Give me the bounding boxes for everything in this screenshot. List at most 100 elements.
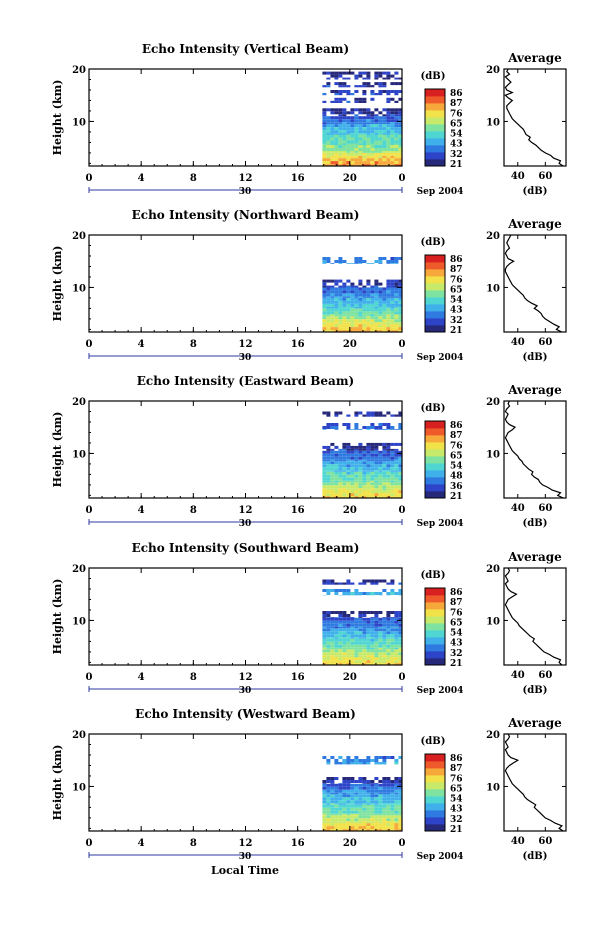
heatmap-cell <box>322 290 327 294</box>
heatmap-cell <box>382 130 387 134</box>
beam-panel-4: Echo Intensity (Westward Beam)2010Height… <box>51 707 567 877</box>
heatmap-cell <box>350 474 355 478</box>
heatmap-cell <box>370 461 375 465</box>
heatmap-cell <box>338 319 343 323</box>
heatmap-cell <box>390 626 395 629</box>
average-y-tick-label: 20 <box>486 730 500 741</box>
heatmap-cell <box>390 111 395 115</box>
heatmap-cell <box>362 638 367 642</box>
heatmap-cell <box>326 634 331 638</box>
heatmap-cell <box>346 287 351 291</box>
heatmap-cell <box>398 442 402 446</box>
heatmap-cell <box>374 617 379 621</box>
heatmap-cell <box>338 756 343 759</box>
heatmap-cell <box>378 800 383 804</box>
heatmap-cell <box>346 794 351 798</box>
heatmap-cell <box>326 471 331 475</box>
heatmap-cell <box>330 810 335 814</box>
heatmap-cell <box>394 161 399 165</box>
heatmap-cell <box>362 623 367 627</box>
heatmap-cell <box>334 450 339 454</box>
heatmap-cell <box>346 638 351 642</box>
heatmap-cell <box>334 810 339 814</box>
heatmap-cell <box>322 116 327 120</box>
heatmap-cell <box>394 474 399 478</box>
heatmap-cell <box>338 111 343 115</box>
heatmap-cell <box>326 327 331 331</box>
heatmap-cell <box>346 127 351 131</box>
heatmap-cell <box>330 579 335 583</box>
heatmap-cell <box>354 756 359 759</box>
heatmap-cell <box>354 480 359 483</box>
heatmap-cell <box>390 314 395 317</box>
heatmap-cell <box>330 263 335 264</box>
date-month-label: Sep 2004 <box>417 852 464 862</box>
heatmap-cell <box>386 140 391 144</box>
heatmap-cell <box>334 815 339 819</box>
heatmap-cell <box>366 297 371 301</box>
heatmap-cell <box>362 807 367 811</box>
heatmap-cell <box>394 327 399 331</box>
heatmap-cell <box>350 93 355 96</box>
heatmap-cell <box>346 485 351 489</box>
heatmap-cell <box>394 823 399 827</box>
heatmap-cell <box>378 300 383 304</box>
x-tick-label: 20 <box>343 505 357 516</box>
heatmap-cell <box>322 111 327 115</box>
heatmap-cell <box>346 467 351 471</box>
heatmap-cell <box>346 657 351 661</box>
heatmap-cell <box>398 114 402 117</box>
heatmap-cell <box>366 456 371 460</box>
heatmap-cell <box>362 786 367 790</box>
heatmap-cell <box>386 74 391 78</box>
heatmap-cell <box>338 300 343 304</box>
heatmap-cell <box>382 813 387 816</box>
heatmap-cell <box>374 293 379 297</box>
heatmap-cell <box>390 611 395 614</box>
heatmap-cell <box>334 783 339 787</box>
heatmap-cell <box>338 800 343 804</box>
heatmap-cell <box>354 290 359 294</box>
heatmap-cell <box>322 756 327 759</box>
heatmap-cell <box>354 450 359 454</box>
heatmap-cell <box>350 287 355 291</box>
heatmap-cell <box>394 797 399 801</box>
heatmap-cell <box>330 589 335 592</box>
heatmap-cell <box>322 582 327 585</box>
heatmap-cell <box>330 626 335 629</box>
heatmap-cell <box>334 133 339 135</box>
heatmap-cell <box>322 450 327 454</box>
heatmap-cell <box>330 327 335 331</box>
heatmap-cell <box>346 490 351 494</box>
colorbar-tick-label: 86 <box>450 421 463 431</box>
heatmap-cell <box>342 116 347 120</box>
heatmap-cell <box>334 823 339 827</box>
heatmap-cell <box>362 813 367 816</box>
heatmap-cell <box>386 628 391 632</box>
heatmap-cell <box>330 644 335 648</box>
heatmap-cell <box>354 137 359 141</box>
average-x-tick-label: 60 <box>538 836 552 847</box>
y-tick-label: 10 <box>72 117 86 128</box>
heatmap-cell <box>330 450 335 454</box>
colorbar-swatch <box>425 276 445 284</box>
heatmap-cell <box>322 260 327 263</box>
heatmap-cell <box>334 414 339 417</box>
heatmap-cell <box>362 133 367 135</box>
heatmap-cell <box>334 134 339 138</box>
heatmap-cell <box>398 804 402 808</box>
heatmap-cell <box>322 456 327 460</box>
heatmap-cell <box>398 151 402 153</box>
heatmap-cell <box>390 634 395 638</box>
heatmap-cell <box>362 641 367 645</box>
heatmap-cell <box>342 810 347 814</box>
heatmap-cell <box>326 813 331 816</box>
heatmap-cell <box>326 818 331 822</box>
heatmap-cell <box>378 311 383 315</box>
heatmap-cell <box>358 482 363 486</box>
heatmap-cell <box>398 488 402 491</box>
heatmap-cell <box>338 829 343 831</box>
heatmap-cell <box>358 108 363 112</box>
heatmap-cell <box>394 111 399 115</box>
heatmap-cell <box>334 140 339 144</box>
